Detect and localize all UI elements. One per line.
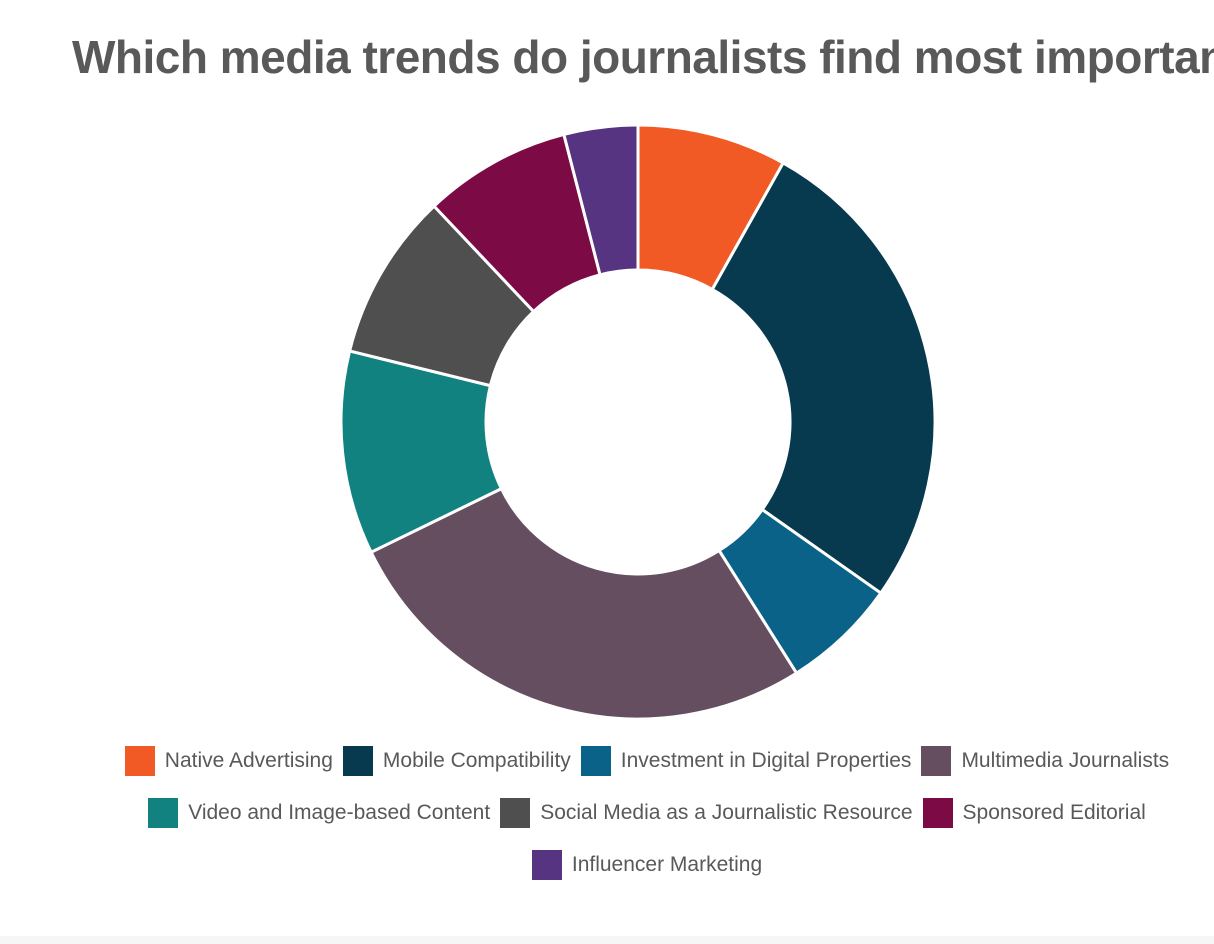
donut-slice-3 bbox=[369, 486, 799, 721]
legend-item[interactable]: Social Media as a Journalistic Resource bbox=[500, 798, 913, 828]
legend-label: Mobile Compatibility bbox=[382, 749, 571, 772]
legend-swatch bbox=[531, 850, 562, 880]
legend-label: Investment in Digital Properties bbox=[620, 749, 912, 772]
chart-legend: Native Advertising Mobile Compatibility In… bbox=[80, 735, 1214, 891]
donut-slice-1 bbox=[710, 160, 937, 596]
legend-swatch bbox=[922, 798, 953, 828]
footer-band bbox=[0, 936, 1214, 944]
legend-label: Sponsored Editorial bbox=[962, 801, 1146, 824]
legend-label: Multimedia Journalists bbox=[961, 749, 1170, 772]
legend-swatch bbox=[124, 746, 155, 776]
legend-label: Social Media as a Journalistic Resource bbox=[540, 801, 913, 824]
legend-swatch bbox=[921, 746, 952, 776]
donut-slice-7 bbox=[562, 123, 640, 277]
legend-item[interactable]: Video and Image-based Content bbox=[148, 798, 490, 828]
legend-item[interactable]: Sponsored Editorial bbox=[922, 798, 1146, 828]
legend-item[interactable]: Mobile Compatibility bbox=[342, 746, 571, 776]
legend-swatch bbox=[342, 746, 373, 776]
legend-swatch bbox=[500, 798, 531, 828]
legend-label: Influencer Marketing bbox=[571, 853, 763, 876]
legend-item[interactable]: Influencer Marketing bbox=[531, 850, 763, 880]
chart-title: Which media trends do journalists find m… bbox=[72, 31, 1214, 83]
legend-row-0: Native Advertising Mobile Compatibility In… bbox=[80, 735, 1214, 787]
legend-label: Native Advertising bbox=[164, 749, 333, 772]
legend-row-1: Video and Image-based Content Social Medi… bbox=[80, 787, 1214, 839]
legend-item[interactable]: Multimedia Journalists bbox=[921, 746, 1169, 776]
legend-swatch bbox=[580, 746, 611, 776]
legend-label: Video and Image-based Content bbox=[188, 801, 491, 824]
legend-row-2: Influencer Marketing bbox=[80, 839, 1214, 891]
legend-swatch bbox=[148, 798, 179, 828]
legend-item[interactable]: Investment in Digital Properties bbox=[580, 746, 912, 776]
legend-item[interactable]: Native Advertising bbox=[124, 746, 333, 776]
